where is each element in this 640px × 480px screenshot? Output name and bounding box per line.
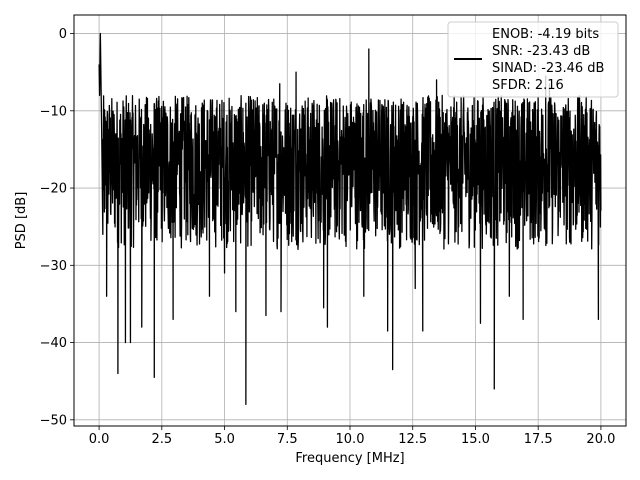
y-tick-label: 0 [59, 27, 67, 42]
x-tick-label: 5.0 [214, 432, 235, 447]
legend-box [447, 21, 619, 98]
y-tick-label: −10 [40, 104, 67, 119]
x-tick-label: 2.5 [151, 432, 172, 447]
x-tick-label: 15.0 [461, 432, 490, 447]
x-tick-label: 12.5 [398, 432, 427, 447]
y-tick-label: −30 [40, 259, 67, 274]
y-tick-label: −20 [40, 182, 67, 197]
legend-entry-sinad: SINAD: -23.46 dB [492, 61, 604, 76]
y-axis-label: PSD [dB] [14, 192, 29, 250]
x-tick-label: 17.5 [524, 432, 553, 447]
legend-entry-sfdr: SFDR: 2.16 [492, 78, 564, 93]
axis-ticks: 0.0 2.5 5.0 7.5 10.0 12.5 15.0 17.5 20.0 0 −10 −20 −… [40, 27, 616, 447]
x-tick-label: 0.0 [89, 432, 110, 447]
x-tick-label: 10.0 [336, 432, 365, 447]
legend: ENOB: -4.19 bits SNR: -23.43 dB SINAD: -… [447, 21, 619, 98]
legend-entry-snr: SNR: -23.43 dB [492, 44, 590, 59]
x-axis-label: Frequency [MHz] [295, 451, 404, 466]
x-tick-label: 20.0 [586, 432, 615, 447]
legend-entry-enob: ENOB: -4.19 bits [492, 27, 599, 42]
x-tick-label: 7.5 [277, 432, 298, 447]
psd-series-line [98, 32, 602, 406]
y-tick-label: −50 [40, 413, 67, 428]
y-tick-label: −40 [40, 336, 67, 351]
series-layer [98, 32, 602, 406]
